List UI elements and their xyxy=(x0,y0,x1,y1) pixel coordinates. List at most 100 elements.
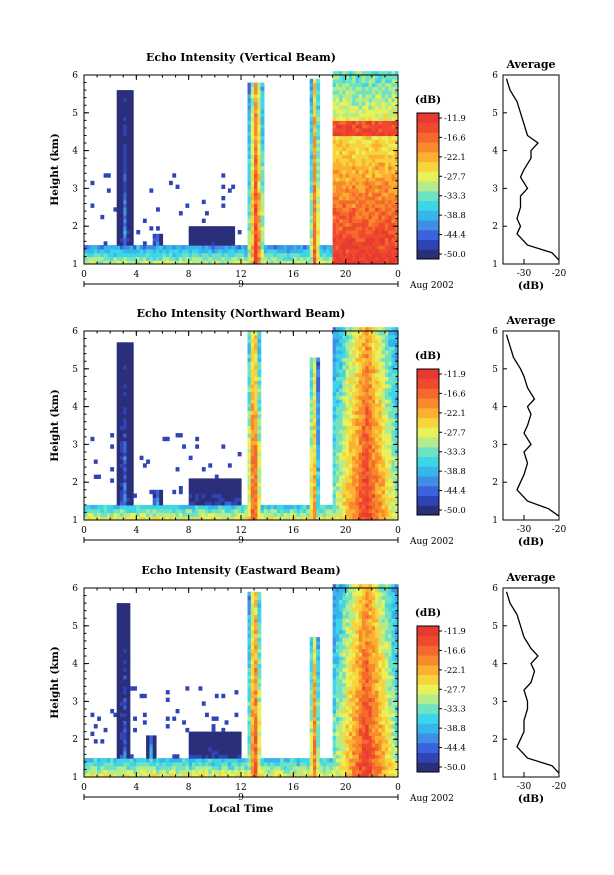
heatmap-cell xyxy=(335,463,340,468)
heatmap-cell xyxy=(378,82,383,87)
heatmap-cell xyxy=(335,93,340,99)
heatmap-cell xyxy=(355,448,360,453)
heatmap-cell xyxy=(120,97,124,103)
heatmap-cell xyxy=(375,146,379,152)
heatmap-cell xyxy=(345,372,350,377)
heatmap-cell xyxy=(348,425,353,430)
heatmap-cell xyxy=(191,504,196,510)
heatmap-cell xyxy=(378,391,383,396)
heatmap-cell xyxy=(257,135,262,140)
heatmap-cell xyxy=(388,467,393,472)
heatmap-cell xyxy=(352,71,357,76)
heatmap-cell xyxy=(129,380,134,385)
heatmap-cell xyxy=(388,93,393,99)
heatmap-cell xyxy=(394,376,399,381)
heatmap-cell xyxy=(116,656,121,661)
heatmap-cell xyxy=(260,245,265,250)
heatmap-cell xyxy=(123,663,128,668)
heatmap-cell xyxy=(388,327,393,332)
heatmap-cell xyxy=(362,493,366,498)
heatmap-cell xyxy=(381,380,386,385)
heatmap-cell xyxy=(201,226,206,231)
heatmap-cell xyxy=(375,414,379,419)
heatmap-cell xyxy=(309,180,314,186)
heatmap-cell xyxy=(332,459,337,464)
heatmap-cell xyxy=(84,504,88,510)
heatmap-cell xyxy=(120,184,124,189)
heatmap-cell xyxy=(129,414,134,419)
heatmap-cell xyxy=(345,331,350,336)
heatmap-cell xyxy=(152,516,157,521)
heatmap-cell xyxy=(139,761,144,767)
heatmap-cell xyxy=(227,226,232,231)
heatmap-cell xyxy=(247,196,252,201)
heatmap-cell xyxy=(218,256,222,261)
heatmap-cell xyxy=(352,218,357,223)
heatmap-cell xyxy=(342,346,347,351)
heatmap-cell xyxy=(250,489,255,495)
heatmap-cell xyxy=(120,448,124,453)
heatmap-cell xyxy=(123,425,128,430)
heatmap-cell xyxy=(388,470,393,476)
colorbar-swatch xyxy=(417,417,439,428)
heatmap-cell xyxy=(394,86,399,91)
heatmap-cell xyxy=(123,192,128,197)
heatmap-cell xyxy=(185,248,190,254)
heatmap-cell xyxy=(388,139,393,144)
heatmap-cell xyxy=(123,248,128,254)
heatmap-cell xyxy=(133,758,137,763)
heatmap-cell xyxy=(129,365,134,370)
heatmap-cell xyxy=(208,486,213,491)
heatmap-cell xyxy=(175,433,180,438)
heatmap-cell xyxy=(348,402,353,408)
heatmap-cell xyxy=(169,758,173,763)
heatmap-cell xyxy=(335,470,340,476)
heatmap-cell xyxy=(152,256,157,261)
heatmap-cell xyxy=(388,349,393,355)
heatmap-cell xyxy=(129,214,134,220)
heatmap-cell xyxy=(198,486,203,491)
heatmap-cell xyxy=(384,353,389,359)
heatmap-cell xyxy=(120,724,124,729)
heatmap-cell xyxy=(339,90,343,95)
heatmap-cell xyxy=(368,233,373,239)
avg-y-tick-label: 4 xyxy=(492,403,498,413)
heatmap-cell xyxy=(116,357,121,362)
heatmap-cell xyxy=(348,241,353,246)
colorbar-tick-label: -22.1 xyxy=(444,153,466,163)
heatmap-cell xyxy=(188,241,193,246)
heatmap-cell xyxy=(348,414,353,419)
heatmap-cell xyxy=(342,105,347,110)
heatmap-cell xyxy=(116,765,121,771)
heatmap-cell xyxy=(378,489,383,495)
heatmap-cell xyxy=(368,368,373,374)
heatmap-cell xyxy=(116,425,121,430)
heatmap-cell xyxy=(283,252,288,258)
heatmap-cell xyxy=(110,516,115,521)
heatmap-cell xyxy=(152,761,157,767)
heatmap-cell xyxy=(188,237,193,242)
heatmap-cell xyxy=(345,127,350,133)
heatmap-cell xyxy=(375,127,379,133)
heatmap-cell xyxy=(394,218,399,223)
heatmap-cell xyxy=(371,173,376,178)
heatmap-cell xyxy=(224,750,229,755)
heatmap-cell xyxy=(339,342,343,347)
heatmap-cell xyxy=(388,372,393,377)
heatmap-cell xyxy=(293,504,298,510)
heatmap-cell xyxy=(316,493,321,498)
heatmap-cell xyxy=(116,739,121,744)
heatmap-cell xyxy=(116,709,121,714)
heatmap-cell xyxy=(123,497,128,502)
heatmap-cell xyxy=(90,712,95,718)
heatmap-cell xyxy=(352,365,357,370)
heatmap-cell xyxy=(313,486,317,491)
heatmap-cell xyxy=(198,252,203,258)
heatmap-cell xyxy=(231,508,236,514)
heatmap-cell xyxy=(159,237,164,242)
heatmap-cell xyxy=(316,173,321,178)
heatmap-cell xyxy=(250,139,255,144)
heatmap-cell xyxy=(365,78,370,84)
heatmap-cell xyxy=(211,256,216,261)
heatmap-cell xyxy=(254,512,258,517)
